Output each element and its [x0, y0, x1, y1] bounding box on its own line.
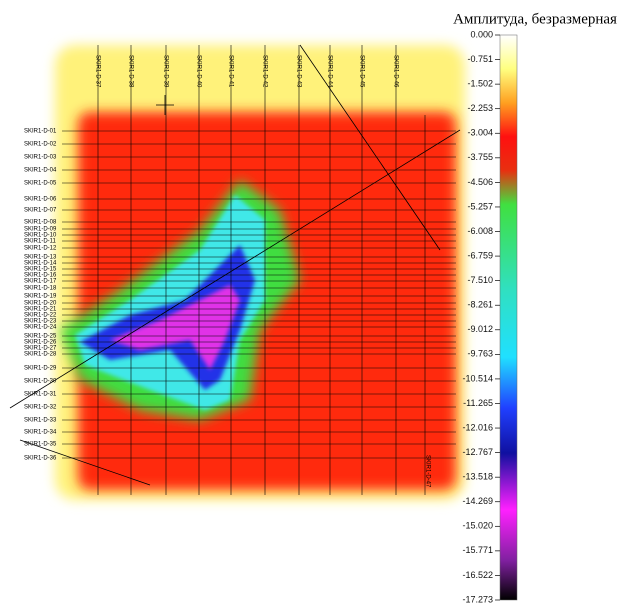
- inline-label: SKIR1-D-35: [24, 442, 57, 448]
- colorbar-title: Амплитуда, безразмерная: [453, 11, 617, 27]
- crossline-label: SKIR1-D-38: [127, 55, 133, 88]
- crossline-label: SKIR1-D-41: [227, 55, 233, 88]
- colorbar-scale: [500, 35, 517, 600]
- colorbar-tick-label: -10.514: [462, 373, 493, 383]
- inline-label: SKIR1-D-17: [24, 279, 57, 285]
- inline-label: SKIR1-D-19: [24, 294, 57, 300]
- colorbar-tick-label: -15.020: [462, 521, 493, 531]
- colorbar-tick-label: -9.763: [467, 349, 493, 359]
- colorbar-tick-label: -11.265: [463, 398, 493, 408]
- crossline-label: SKIR1-D-45: [358, 55, 364, 88]
- colorbar-tick-label: -3.755: [467, 152, 493, 162]
- colorbar-tick-label: -6.008: [467, 226, 493, 236]
- colorbar-tick-label: -1.502: [467, 79, 493, 89]
- inline-label: SKIR1-D-08: [24, 220, 57, 226]
- inline-label: SKIR1-D-18: [24, 286, 57, 292]
- crossline-label: SKIR1-D-40: [195, 55, 201, 88]
- colorbar-tick-label: -6.759: [467, 250, 493, 260]
- crossline-label: SKIR1-D-44: [326, 55, 332, 88]
- inline-label: SKIR1-D-33: [24, 418, 57, 424]
- crossline-label: SKIR1-D-43: [295, 55, 301, 88]
- map-figure: SKIR1-D-01 SKIR1-D-02 SKIR1-D-03 SKIR1-D-04…: [0, 0, 641, 604]
- colorbar: Амплитуда, безразмерная 0.000 -0.751 -1.50…: [453, 11, 617, 604]
- colorbar-tick-label: -0.751: [467, 54, 493, 64]
- inline-label: SKIR1-D-36: [24, 456, 57, 462]
- colorbar-tick-label: -7.510: [467, 275, 493, 285]
- colorbar-tick-label: 0.000: [470, 29, 493, 39]
- inline-label: SKIR1-D-02: [24, 142, 57, 148]
- inline-label: SKIR1-D-28: [24, 352, 57, 358]
- colorbar-tick-label: -16.522: [462, 570, 493, 580]
- inline-label: SKIR1-D-11: [24, 239, 57, 245]
- colorbar-tick-label: -2.253: [467, 103, 493, 113]
- colorbar-tick-label: -4.506: [467, 177, 493, 187]
- colorbar-tick-label: -17.273: [462, 594, 493, 604]
- crossline-label: SKIR1-D-39: [162, 55, 168, 88]
- inline-label: SKIR1-D-01: [24, 129, 57, 135]
- inline-label: SKIR1-D-32: [24, 405, 57, 411]
- crossline-label: SKIR1-D-46: [392, 55, 398, 88]
- inline-label: SKIR1-D-30: [24, 379, 57, 385]
- colorbar-tick-label: -15.771: [462, 545, 493, 555]
- crossline-label: SKIR1-D-42: [261, 55, 267, 88]
- inline-label: SKIR1-D-03: [24, 155, 57, 161]
- inline-label: SKIR1-D-05: [24, 181, 57, 187]
- colorbar-tick-label: -14.269: [462, 496, 493, 506]
- inline-label: SKIR1-D-34: [24, 430, 57, 436]
- inline-label: SKIR1-D-29: [24, 366, 57, 372]
- inline-label: SKIR1-D-04: [24, 168, 57, 174]
- colorbar-tick-label: -13.518: [462, 472, 493, 482]
- colorbar-tick-label: -12.767: [462, 447, 493, 457]
- inline-label: SKIR1-D-07: [24, 208, 57, 214]
- colorbar-tick-label: -5.257: [467, 201, 493, 211]
- inline-label: SKIR1-D-24: [24, 325, 57, 331]
- inline-label: SKIR1-D-31: [24, 392, 57, 398]
- bottom-label: SKIR1-D-47: [424, 455, 430, 488]
- colorbar-tick-label: -8.261: [467, 300, 493, 310]
- colorbar-ticks: 0.000 -0.751 -1.502 -2.253 -3.004 -3.755 -4.50…: [462, 29, 500, 604]
- colorbar-tick-label: -9.012: [467, 324, 493, 334]
- crossline-label: SKIR1-D-37: [94, 55, 100, 88]
- colorbar-tick-label: -3.004: [467, 128, 493, 138]
- inline-label: SKIR1-D-06: [24, 197, 57, 203]
- amplitude-map: SKIR1-D-01 SKIR1-D-02 SKIR1-D-03 SKIR1-D-04…: [10, 45, 465, 500]
- colorbar-tick-label: -12.016: [462, 422, 493, 432]
- inline-label: SKIR1-D-12: [24, 246, 57, 252]
